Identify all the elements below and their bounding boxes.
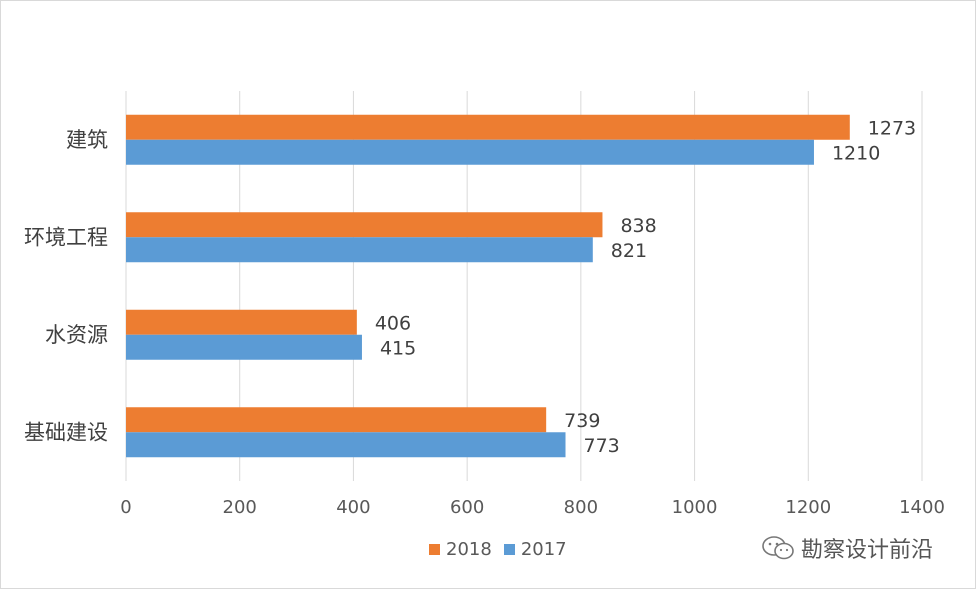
bar-2018: [126, 212, 603, 238]
x-tick-label: 200: [223, 497, 257, 518]
bar-2017: [126, 432, 566, 458]
bar-2018: [126, 114, 850, 140]
bar-2017: [126, 139, 814, 165]
legend-swatch-2018: [429, 544, 440, 555]
watermark: 勘察设计前沿: [761, 532, 933, 564]
watermark-text: 勘察设计前沿: [801, 538, 934, 563]
x-tick-label: 1200: [785, 497, 831, 518]
x-tick-label: 1000: [672, 497, 718, 518]
x-tick-label: 400: [336, 497, 370, 518]
legend-item-2018: 2018: [429, 539, 492, 560]
legend-swatch-2017: [503, 544, 515, 555]
wechat-icon: [762, 536, 794, 560]
category-label: 建筑: [66, 128, 108, 152]
data-label: 838: [620, 215, 656, 237]
legend-item-2017: 2017: [503, 539, 567, 560]
x-tick-label: 0: [120, 497, 131, 518]
bar-2018: [126, 407, 547, 433]
x-tick-label: 600: [450, 497, 484, 518]
bar-2017: [126, 237, 593, 263]
data-label: 773: [584, 435, 620, 457]
bar-2017: [126, 334, 362, 360]
x-tick-label: 800: [564, 497, 598, 518]
data-label: 1273: [868, 117, 916, 139]
data-label: 406: [375, 312, 411, 334]
bar-2018: [126, 309, 357, 335]
legend-label-2018: 2018: [446, 539, 492, 560]
data-label: 1210: [832, 142, 880, 164]
data-label: 821: [611, 240, 647, 262]
data-label: 739: [564, 410, 600, 432]
legend: 2018 2017: [429, 539, 567, 560]
data-label: 415: [380, 337, 416, 359]
x-tick-label: 1400: [899, 497, 945, 518]
category-label: 基础建设: [24, 420, 108, 444]
category-label: 环境工程: [24, 225, 108, 249]
legend-label-2017: 2017: [520, 539, 567, 560]
category-label: 水资源: [45, 323, 108, 347]
